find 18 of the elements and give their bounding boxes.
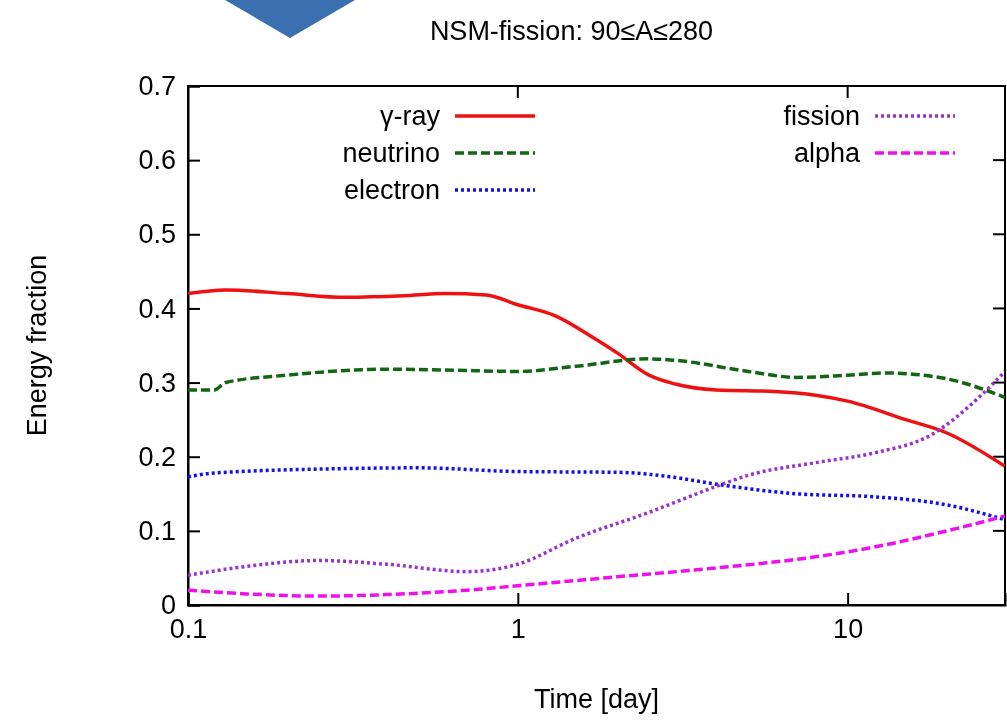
y-tick-label: 0.7 [138, 71, 176, 102]
y-tick-label: 0.2 [138, 441, 176, 472]
y-tick-label: 0.4 [138, 293, 176, 324]
legend-label: γ-ray [380, 101, 441, 132]
y-tick-label: 0.1 [138, 516, 176, 546]
y-tick-label: 0.3 [138, 367, 176, 398]
x-axis-title: Time [day] [533, 684, 660, 714]
y-axis-title: Energy fraction [22, 254, 52, 437]
legend-label: fission [783, 101, 860, 132]
chart-title: NSM-fission: 90≤A≤280 [429, 16, 714, 46]
x-tick-label: 0.1 [169, 614, 208, 645]
legend-label: neutrino [342, 138, 440, 169]
legend-label: alpha [793, 138, 861, 169]
y-tick-label: 0.6 [138, 145, 176, 176]
x-tick-label: 10 [833, 614, 864, 645]
y-tick-label: 0.5 [138, 219, 176, 250]
legend-label: electron [343, 175, 440, 206]
x-tick-label: 1 [510, 614, 526, 645]
